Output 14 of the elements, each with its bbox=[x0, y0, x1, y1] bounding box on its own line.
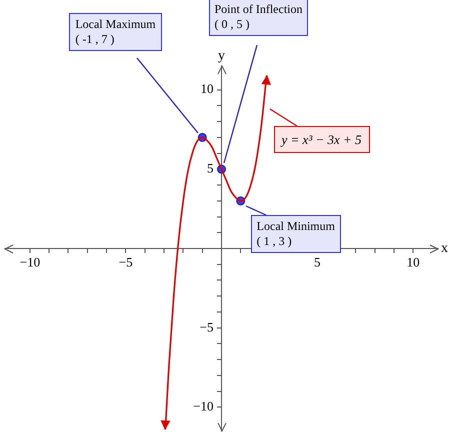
y-axis-title: y bbox=[218, 48, 225, 64]
y-tick-label: −5 bbox=[200, 319, 214, 334]
x-tick-label: −5 bbox=[118, 254, 133, 270]
x-tick-label: 10 bbox=[406, 254, 420, 270]
y-tick-label: −10 bbox=[193, 398, 214, 414]
y-tick-label: 10 bbox=[200, 81, 214, 96]
annotation: Local Minimum ( 1 , 3 ) bbox=[250, 214, 341, 253]
annotation: Local Maximum ( -1 , 7 ) bbox=[69, 13, 162, 52]
y-tick-label: 5 bbox=[207, 160, 214, 176]
x-tick-label: 5 bbox=[314, 254, 321, 270]
x-axis-title: x bbox=[441, 241, 448, 256]
legend-label: y = x³ − 3x + 5 bbox=[274, 126, 370, 153]
x-tick-label: −10 bbox=[20, 254, 40, 270]
annotation: Point of Inflection ( 0 , 5 ) bbox=[208, 0, 308, 36]
